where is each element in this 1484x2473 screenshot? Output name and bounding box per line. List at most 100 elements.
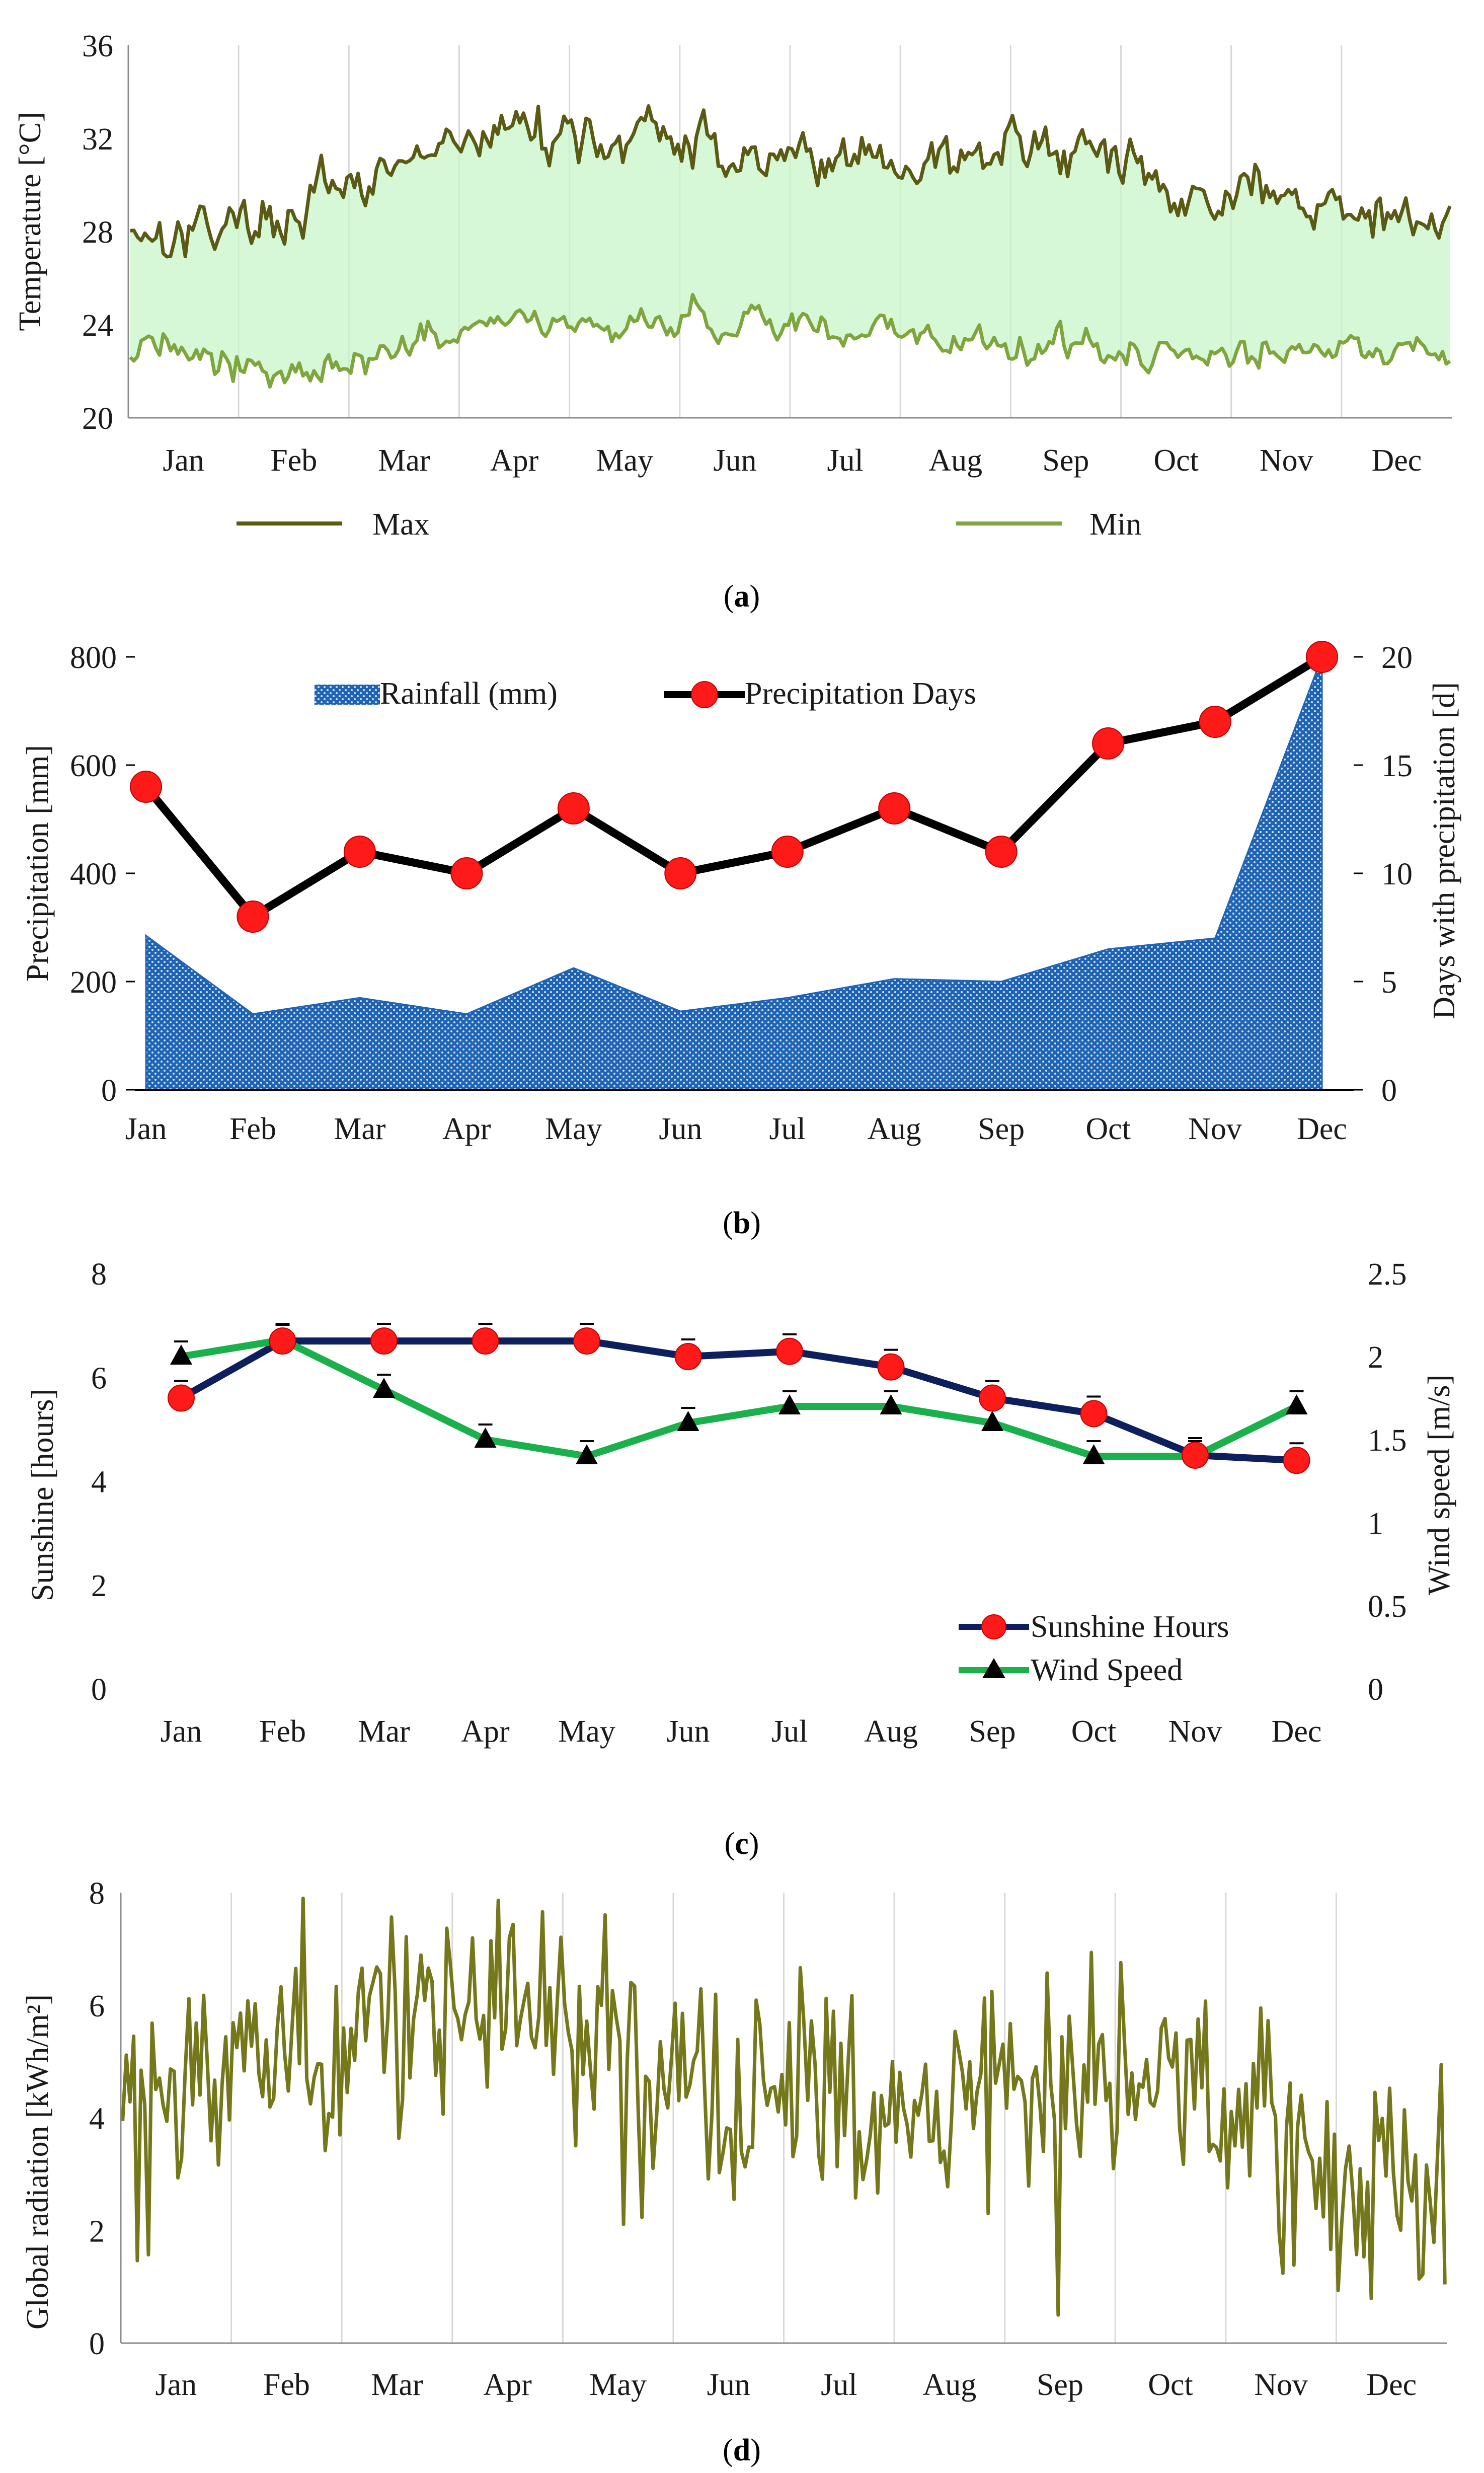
series-line-sunshine-hours — [179, 1337, 1297, 1464]
precipitation-days-marker — [878, 792, 911, 825]
y2-tick-label: 2.5 — [1368, 1257, 1407, 1292]
x-tick-label: Jan — [125, 1112, 167, 1146]
y-axis-title-left: Sunshine [hours] — [26, 1389, 60, 1601]
x-tick-label: Feb — [229, 1112, 276, 1146]
panel-label-d: (d) — [723, 2433, 761, 2467]
y-tick-label: 8 — [89, 1877, 105, 1911]
sunshine-hours-marker — [573, 1327, 600, 1355]
precipitation-days-marker — [664, 857, 697, 889]
panel-label-c: (c) — [725, 1827, 759, 1861]
x-tick-label: Mar — [371, 2368, 423, 2402]
y-axis-title-left: Precipitation [mm] — [21, 745, 55, 982]
y2-tick-label: 20 — [1381, 641, 1413, 675]
wind-speed-marker — [880, 1394, 902, 1414]
x-tick-label: Apr — [490, 443, 539, 478]
y-tick-label: 24 — [82, 309, 113, 343]
precipitation-days-marker — [1199, 706, 1231, 738]
panel-a-temperature-chart: 20 24 28 32 36 Jan Feb Mar Apr May Jun Jul Aug Sep Oc… — [13, 29, 1452, 614]
y-axis-title-right: Days with precipitation [d] — [1427, 682, 1461, 1019]
precipitation-days-marker — [1306, 641, 1339, 673]
legend-swatch-rainfall — [315, 685, 380, 705]
precipitation-days-marker — [985, 836, 1018, 868]
y-axis-title-right: Wind speed [m/s] — [1422, 1375, 1456, 1595]
x-tick-label: Nov — [1168, 1714, 1222, 1749]
y-tick-label: 200 — [70, 965, 117, 1000]
x-tick-label: Sep — [1037, 2368, 1083, 2402]
x-tick-label: Feb — [270, 443, 317, 478]
legend-label-sunshine-hours: Sunshine Hours — [1031, 1610, 1229, 1644]
y2-tick-label: 2 — [1368, 1340, 1383, 1375]
series-line-wind-speed — [180, 1336, 1298, 1460]
y-tick-label: 36 — [82, 29, 113, 63]
wind-speed-marker — [1285, 1394, 1308, 1414]
precipitation-days-marker — [130, 771, 162, 803]
x-tick-label: May — [545, 1112, 602, 1146]
legend-label-precipitation-days: Precipitation Days — [745, 677, 976, 711]
wind-speed-marker — [981, 1411, 1003, 1431]
y2-tick-label: 1 — [1368, 1507, 1383, 1541]
sunshine-hours-marker — [877, 1353, 905, 1381]
x-tick-label: Dec — [1372, 443, 1422, 478]
y-tick-label: 600 — [70, 749, 117, 783]
panel-b-precipitation-chart: 0 200 400 600 800 0 5 10 15 20 Jan Feb Mar Apr May Ju… — [21, 641, 1461, 1240]
x-tick-label: Aug — [864, 1714, 918, 1749]
legend-label-min: Min — [1089, 507, 1141, 542]
y-tick-label: 4 — [91, 1465, 107, 1500]
series-line-global-radiation — [121, 1896, 1447, 2317]
x-tick-label: Nov — [1254, 2368, 1308, 2402]
wind-speed-marker — [778, 1394, 801, 1414]
legend-sunshine-hours: Sunshine Hours — [959, 1610, 1229, 1644]
y-tick-label: 4 — [89, 2102, 105, 2136]
y-axis-title: Temperature [°C] — [13, 112, 47, 331]
legend-max: Max — [237, 507, 430, 542]
y-tick-label: 20 — [82, 402, 113, 436]
x-tick-label: Mar — [378, 443, 430, 478]
series-line-max-temperature — [130, 104, 1452, 259]
x-tick-label: May — [596, 443, 653, 478]
sunshine-hours-marker — [472, 1327, 499, 1355]
x-tick-label: Jan — [155, 2368, 197, 2402]
x-tick-label: Jun — [713, 443, 756, 478]
precipitation-days-marker — [237, 901, 269, 933]
legend-swatch-wind-marker — [982, 1658, 1005, 1678]
x-tick-label: Jan — [161, 1714, 202, 1749]
wind-speed-marker — [576, 1444, 598, 1464]
x-tick-label: Nov — [1188, 1112, 1242, 1146]
sunshine-hours-marker — [269, 1327, 296, 1355]
wind-speed-marker — [1082, 1444, 1105, 1464]
legend-swatch-precipitation-days-marker — [691, 681, 718, 708]
precipitation-days-marker — [450, 857, 483, 889]
legend-min: Min — [956, 507, 1141, 542]
y-axis-title: Global radiation [kWh/m²] — [21, 1994, 55, 2330]
y2-tick-label: 10 — [1381, 857, 1413, 891]
x-tick-label: Jul — [827, 443, 863, 478]
sunshine-hours-marker — [1182, 1441, 1209, 1469]
x-tick-label: Oct — [1153, 443, 1199, 478]
y-tick-label: 6 — [91, 1361, 107, 1395]
precipitation-days-marker — [1092, 727, 1125, 760]
y-tick-label: 6 — [89, 1989, 105, 2024]
sunshine-hours-marker — [979, 1384, 1006, 1412]
sunshine-hours-marker — [674, 1343, 702, 1370]
y2-tick-label: 15 — [1381, 749, 1413, 783]
x-tick-label: May — [589, 2368, 647, 2402]
sunshine-hours-marker — [168, 1384, 195, 1412]
wind-speed-marker — [170, 1344, 192, 1365]
precipitation-days-marker — [771, 836, 804, 868]
x-tick-label: Apr — [442, 1112, 491, 1146]
legend-rainfall: Rainfall (mm) — [315, 677, 558, 711]
x-tick-label: Dec — [1297, 1112, 1347, 1146]
y-tick-label: 32 — [82, 122, 113, 157]
x-tick-label: Jul — [769, 1112, 806, 1146]
panel-label-a: (a) — [724, 579, 760, 614]
sunshine-hours-marker — [370, 1327, 398, 1355]
legend-label-wind-speed: Wind Speed — [1031, 1653, 1183, 1687]
x-tick-label: Aug — [922, 2368, 976, 2402]
panel-c-sunshine-wind-chart: 0 2 4 6 8 0 0.5 1 1.5 2 2.5 Jan Feb Mar Apr May Jun Jul… — [26, 1257, 1456, 1861]
sunshine-hours-marker — [776, 1337, 803, 1365]
x-tick-label: Jun — [707, 2368, 750, 2402]
y2-tick-label: 0.5 — [1368, 1590, 1407, 1624]
x-tick-label: Mar — [334, 1112, 386, 1146]
x-tick-label: Feb — [259, 1714, 306, 1749]
